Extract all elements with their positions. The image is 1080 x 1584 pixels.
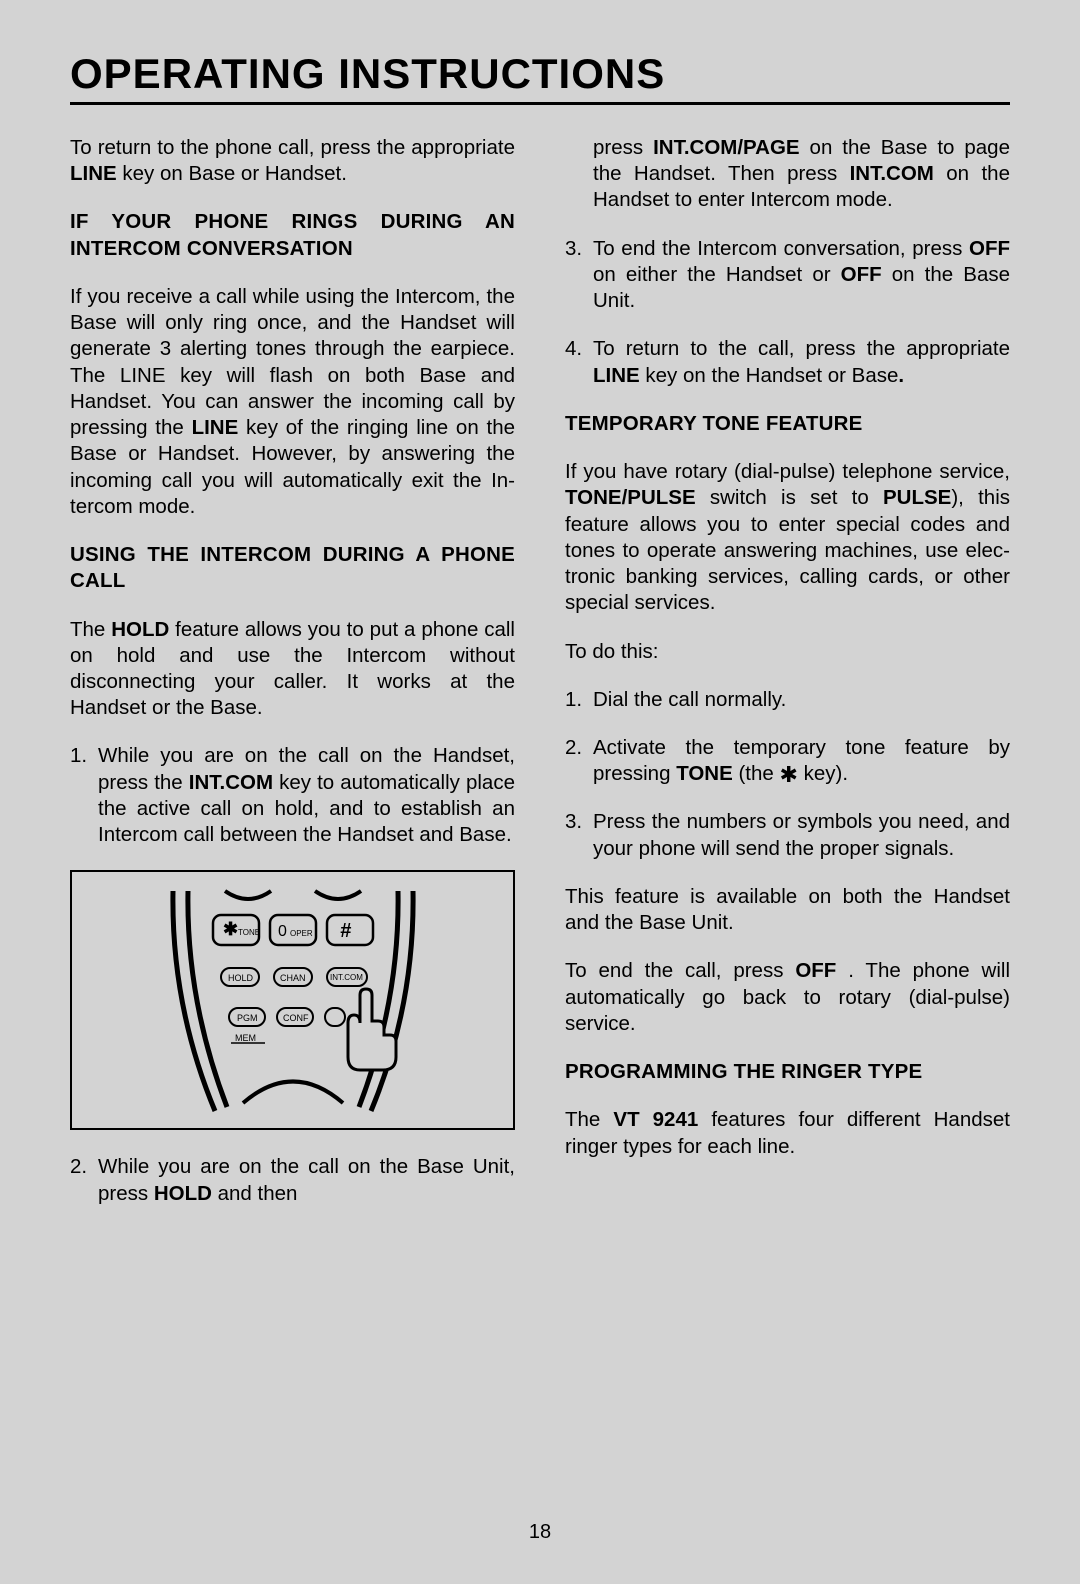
intercom-steps-left: 1. While you are on the call on the Hand…: [70, 743, 515, 848]
svg-text:✱: ✱: [223, 919, 238, 939]
svg-text:0: 0: [278, 923, 287, 940]
tone-step-3: 3. Press the numbers or symbols you need…: [565, 809, 1010, 861]
page-title: OPERATING INSTRUCTIONS: [70, 50, 1010, 98]
svg-text:INT.COM: INT.COM: [330, 973, 363, 982]
intercom-steps-right: 3. To end the Intercom conversation, pre…: [565, 236, 1010, 389]
page-number: 18: [0, 1521, 1080, 1544]
tone-step-1: 1. Dial the call normally.: [565, 687, 1010, 713]
svg-text:CONF: CONF: [283, 1013, 309, 1023]
paragraph-return-call: To return to the phone call, press the a…: [70, 135, 515, 187]
paragraph-hold-feature: The HOLD feature allows you to put a pho…: [70, 617, 515, 722]
star-icon: ✱: [779, 764, 797, 786]
svg-text:MEM: MEM: [235, 1033, 256, 1043]
svg-text:OPER: OPER: [290, 929, 313, 938]
svg-text:#: #: [340, 920, 352, 942]
right-column: press INT.COM/PAGE on the Base to page t…: [565, 135, 1010, 1229]
heading-phone-rings: IF YOUR PHONE RINGS DURING AN INTERCOM C…: [70, 209, 515, 261]
step-1: 1. While you are on the call on the Hand…: [70, 743, 515, 848]
two-column-layout: To return to the phone call, press the a…: [70, 135, 1010, 1229]
heading-using-intercom: USING THE INTERCOM DURING A PHONE CALL: [70, 542, 515, 594]
paragraph-temp-tone: If you have rotary (dial-pulse) tele­pho…: [565, 459, 1010, 616]
handset-diagram: ✱ TONE 0 OPER # HOLD CHAN INT.COM: [70, 870, 515, 1130]
paragraph-end-call: To end the call, press OFF . The phone w…: [565, 958, 1010, 1037]
step-2-continuation: press INT.COM/PAGE on the Base to page t…: [565, 135, 1010, 214]
step-3: 3. To end the Intercom conversation, pre…: [565, 236, 1010, 315]
manual-page: OPERATING INSTRUCTIONS To return to the …: [0, 0, 1080, 1584]
left-column: To return to the phone call, press the a…: [70, 135, 515, 1229]
paragraph-feature-available: This feature is available on both the Ha…: [565, 884, 1010, 936]
svg-text:TONE: TONE: [238, 928, 260, 937]
step-4: 4. To return to the call, press the ap­p…: [565, 336, 1010, 388]
heading-temp-tone: TEMPORARY TONE FEATURE: [565, 411, 1010, 437]
svg-text:PGM: PGM: [237, 1013, 258, 1023]
intercom-steps-left-cont: 2. While you are on the call on the Base…: [70, 1154, 515, 1206]
paragraph-ringer-type: The VT 9241 features four different Hand…: [565, 1107, 1010, 1159]
paragraph-phone-rings: If you receive a call while using the In…: [70, 284, 515, 520]
svg-text:HOLD: HOLD: [228, 973, 254, 983]
heading-ringer-type: PROGRAMMING THE RINGER TYPE: [565, 1059, 1010, 1085]
diagram-svg: ✱ TONE 0 OPER # HOLD CHAN INT.COM: [143, 885, 443, 1115]
step-2: 2. While you are on the call on the Base…: [70, 1154, 515, 1206]
tone-step-2: 2. Activate the temporary tone feature b…: [565, 735, 1010, 787]
tone-steps: 1. Dial the call normally. 2. Activate t…: [565, 687, 1010, 862]
svg-text:CHAN: CHAN: [280, 973, 306, 983]
paragraph-to-do-this: To do this:: [565, 639, 1010, 665]
title-rule: [70, 102, 1010, 105]
